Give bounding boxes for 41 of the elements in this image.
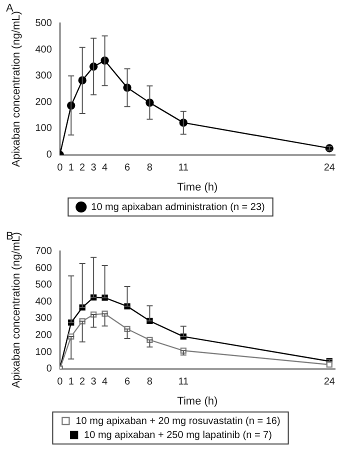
x-tick-label: 3 — [90, 376, 97, 388]
y-tick-label: 100 — [35, 346, 52, 358]
y-tick-label: 200 — [35, 96, 52, 108]
y-tick-label: 600 — [35, 262, 52, 274]
x-tick-label: 2 — [80, 162, 86, 174]
x-tick-label: 4 — [102, 162, 108, 174]
x-tick-label: 11 — [178, 162, 190, 174]
legend-label: 10 mg apixaban + 20 mg rosuvastatin (n = 16) — [76, 416, 280, 427]
x-tick-label: 0 — [57, 376, 64, 388]
x-tick-label: 8 — [146, 162, 153, 174]
y-tick-label: 400 — [35, 44, 52, 56]
y-tick-label: 200 — [35, 330, 52, 341]
x-tick-label: 8 — [146, 376, 153, 388]
x-tick-label: 6 — [124, 376, 130, 388]
y-tick-label: 700 — [35, 246, 52, 257]
x-tick-label: 24 — [324, 162, 336, 174]
x-axis-title: Time (h) — [177, 181, 218, 194]
y-tick-label: 500 — [35, 18, 52, 29]
legend-label: 10 mg apixaban + 250 mg lapatinib (n = 7) — [84, 430, 272, 441]
y-tick-label: 0 — [46, 364, 52, 375]
x-tick-label: 4 — [102, 376, 108, 388]
chart-title: B — [6, 230, 14, 243]
x-tick-label: 1 — [68, 376, 74, 388]
y-tick-label: 300 — [35, 313, 52, 324]
x-tick-label: 1 — [68, 162, 74, 174]
x-tick-label: 0 — [57, 162, 64, 174]
y-tick-label: 300 — [35, 70, 52, 82]
x-tick-label: 11 — [178, 376, 190, 388]
x-tick-label: 2 — [80, 376, 86, 388]
y-tick-label: 400 — [35, 296, 52, 308]
legend-label: 10 mg apixaban administration (n = 23) — [91, 202, 265, 213]
y-axis-title: Apixaban concentration (ng/mL) — [10, 11, 23, 167]
point — [326, 362, 332, 368]
y-tick-label: 100 — [35, 123, 52, 134]
x-tick-label: 3 — [90, 162, 97, 174]
y-tick-label: 500 — [35, 280, 52, 291]
y-axis-title: Apixaban concentration (ng/mL) — [10, 232, 23, 388]
y-tick-label: 0 — [46, 150, 52, 161]
x-tick-label: 24 — [324, 376, 336, 388]
x-tick-label: 6 — [124, 162, 130, 174]
x-axis-title: Time (h) — [177, 395, 218, 408]
